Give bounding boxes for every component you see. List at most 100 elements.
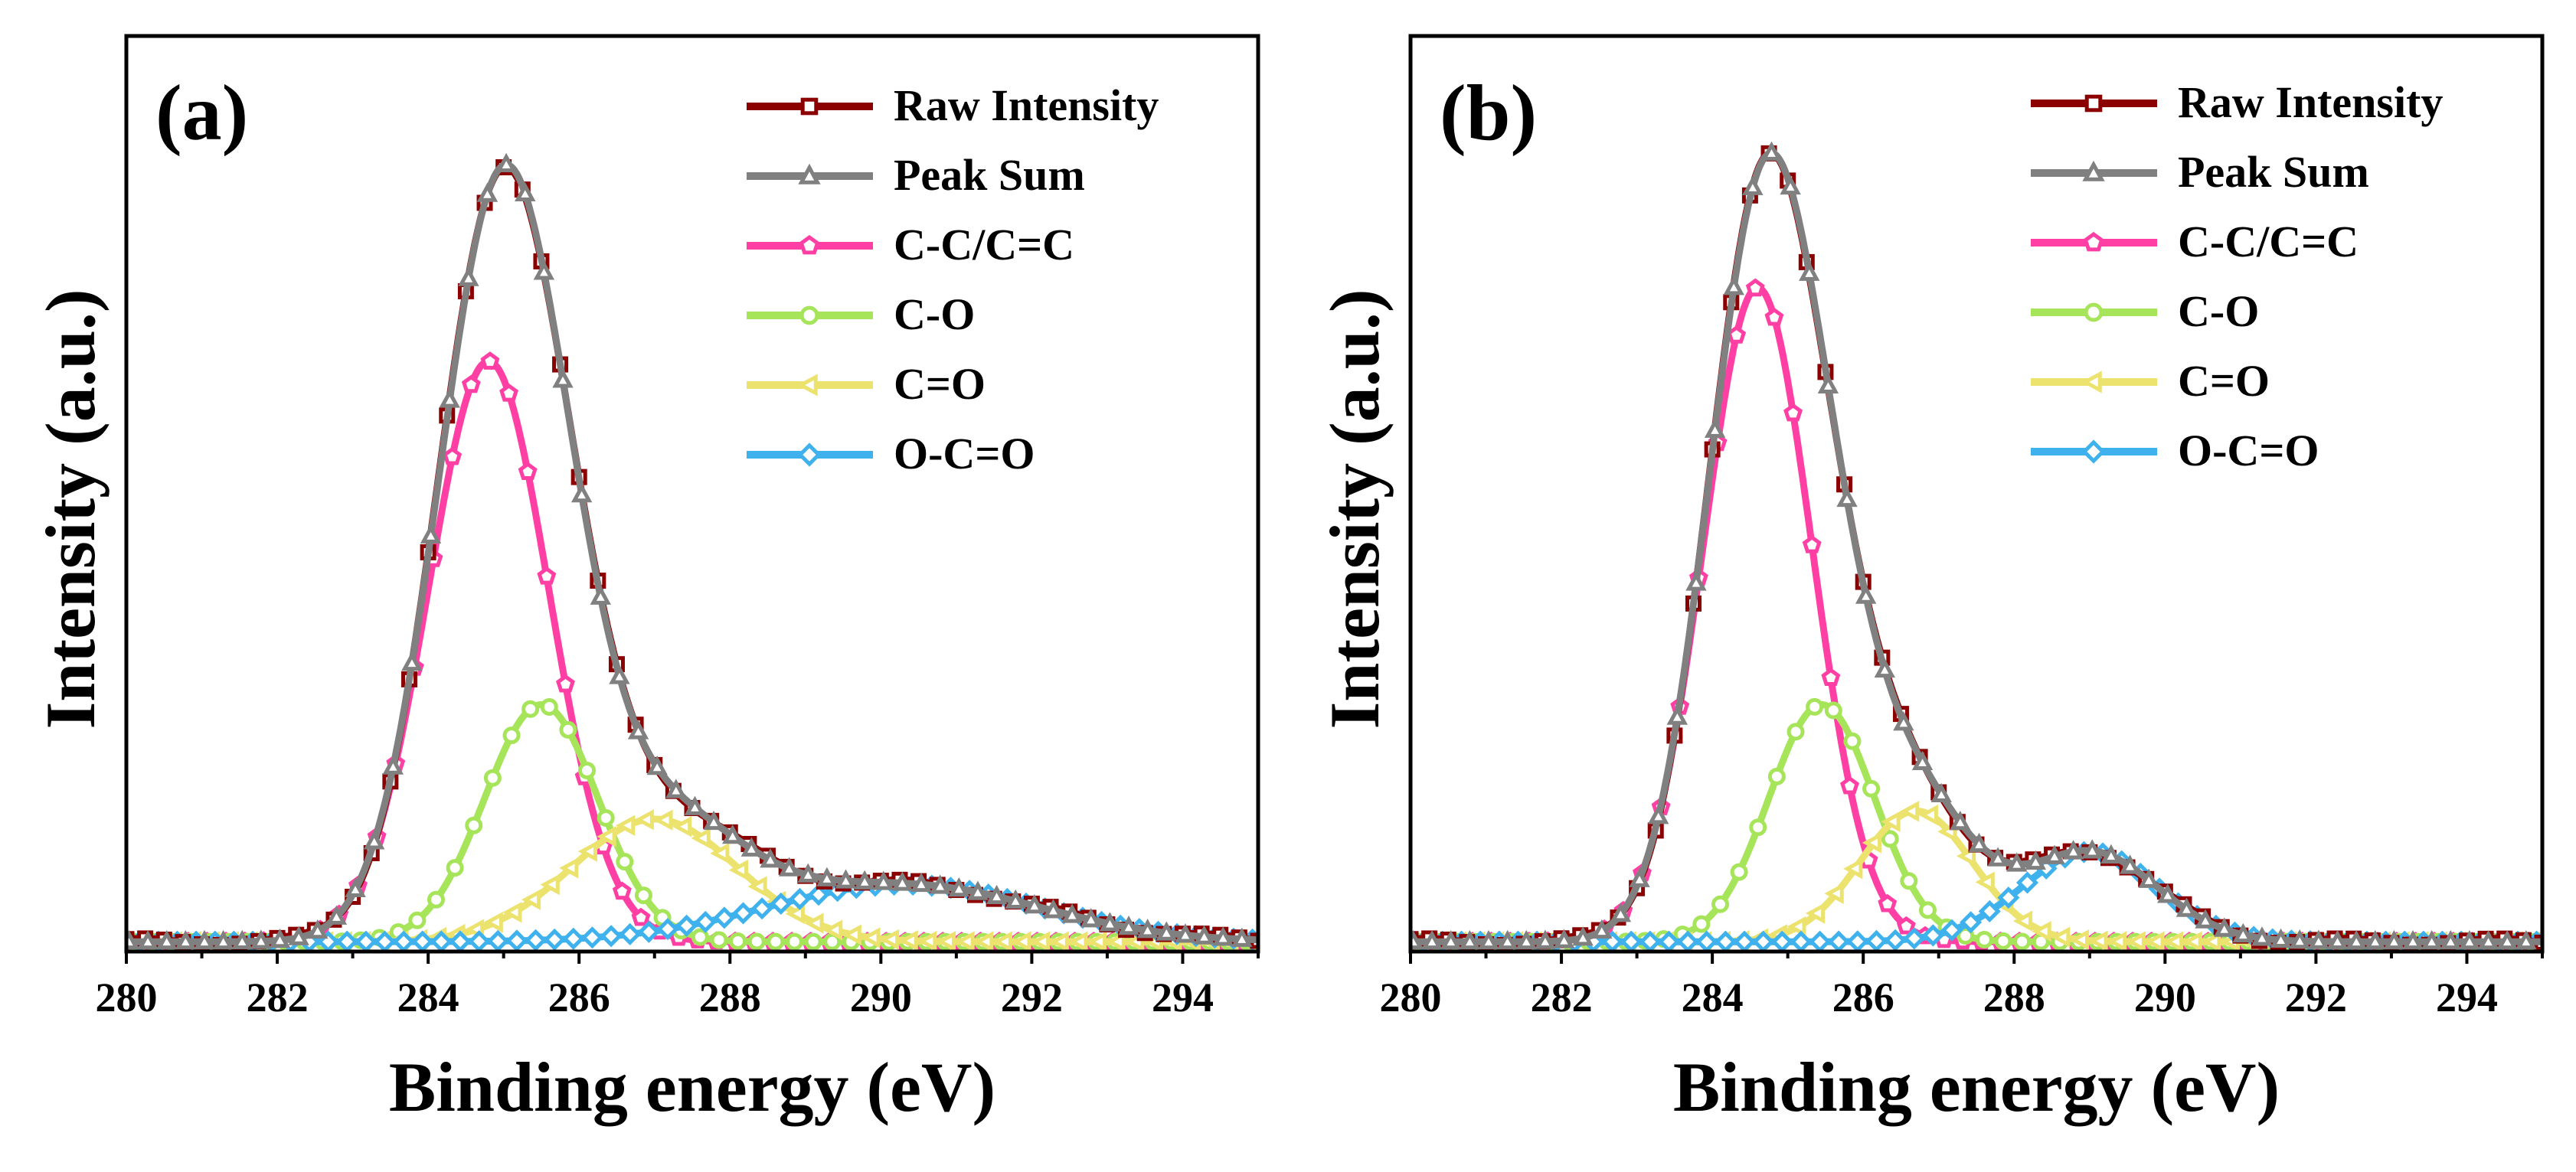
plot-frame [124,34,1260,954]
data-point [910,872,932,893]
data-point [521,700,540,718]
data-point [1950,810,1971,831]
data-point [495,152,517,172]
legend-item: Peak Sum [747,150,1085,200]
data-point [552,368,574,388]
data-point [740,837,763,857]
data-point [269,928,291,948]
legend-label: C-O [894,289,975,339]
data-point [1975,930,1993,948]
peak-sum-markers [1411,141,2537,950]
raw-intensity-markers [1411,145,2542,952]
data-point [955,931,975,952]
data-point [137,929,159,950]
data-point [2069,929,2089,951]
data-point [1610,903,1632,922]
legend-marker [797,442,822,467]
data-point [653,809,673,831]
data-point [2081,839,2103,859]
data-point [1881,830,1899,848]
legend-label: Raw Intensity [894,80,1159,130]
x-tick-label: 284 [1682,974,1744,1020]
data-point [2326,929,2349,950]
data-point [691,828,711,849]
legend-item: C=O [747,359,986,409]
data-point [1193,925,1215,945]
x-axis-title: Binding energy (eV) [389,1048,995,1126]
x-axis-title: Binding energy (eV) [1673,1048,2280,1126]
data-point [483,912,503,933]
data-point [1799,261,1820,281]
data-point [2012,910,2033,932]
data-point [1862,779,1881,798]
data-point [537,566,557,585]
legend-item: O-C=O [2031,426,2319,475]
data-point [854,870,875,890]
data-point [1975,871,1995,893]
x-tick-label: 294 [2436,974,2498,1020]
data-point [1080,908,1102,928]
data-point [675,914,698,937]
chart-panel-b: 280 282 284 286 288 290 292 294 Binding energy (… [1316,34,2545,1126]
data-point [616,853,634,871]
data-point [156,929,178,950]
x-tick-label: 288 [1983,974,2045,1020]
data-point [1730,863,1748,881]
data-point [1440,929,1462,950]
data-point [1666,705,1688,725]
legend-marker [2082,160,2105,181]
data-point [1572,926,1594,946]
data-point [1817,374,1839,393]
data-point [2421,929,2443,950]
data-point [1118,916,1139,935]
data-point [590,585,611,605]
legend-marker [2084,94,2103,113]
peak-sum-series-line [1411,149,2542,945]
data-point [1515,929,1537,950]
data-point [175,929,197,950]
data-point [637,920,660,943]
legend-item: C-C/C=C [2031,217,2359,266]
data-point [556,674,575,693]
legend-marker [2081,439,2106,464]
data-point [616,815,636,837]
data-point [1421,929,1443,950]
data-point [1921,924,1944,947]
x-tick-label: 290 [2134,974,2196,1020]
data-point [499,383,519,402]
data-point [728,859,749,881]
data-point [1760,141,1783,161]
data-point [1742,175,1764,195]
data-point [2119,854,2141,874]
data-point [1806,697,1824,716]
data-point [194,929,215,950]
data-point [1012,931,1031,952]
data-point [1629,867,1650,887]
data-point [543,928,566,951]
data-point [597,808,615,827]
data-point [2145,931,2165,952]
data-point [646,755,668,775]
data-point [1156,921,1177,941]
data-point [1212,926,1234,946]
y-axis-title: Intensity (a.u.) [31,289,110,729]
data-point [2163,931,2184,952]
data-point [986,884,1008,905]
legend-marker [2084,302,2104,322]
data-point [461,374,481,393]
data-point [1802,534,1822,553]
data-point [1846,930,1869,952]
data-point [540,698,558,717]
data-point [2088,930,2108,952]
legend-label: C-O [2178,286,2259,336]
data-point [1911,750,1934,770]
data-point [672,816,692,837]
data-point [307,919,329,939]
data-point [1997,886,2020,909]
data-point [533,260,555,280]
data-point [2062,840,2084,860]
data-point [1478,929,1499,950]
data-point [345,877,366,898]
data-point [974,931,994,952]
data-point [562,927,585,950]
